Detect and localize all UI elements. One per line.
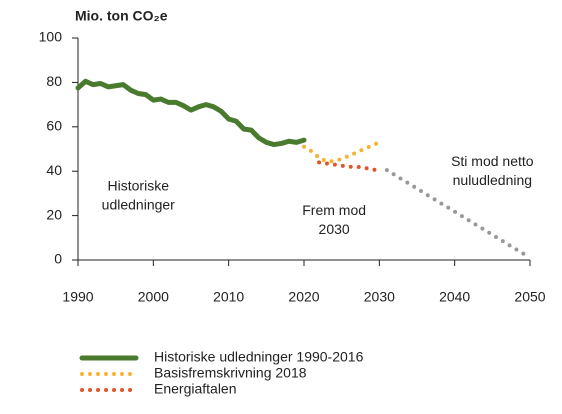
annotation: 2030 <box>319 221 350 237</box>
annotation: nuludledning <box>453 172 532 188</box>
x-tick-label: 2050 <box>514 289 545 305</box>
x-tick-label: 2030 <box>364 289 395 305</box>
x-tick-label: 2010 <box>213 289 244 305</box>
series-line <box>302 140 382 164</box>
annotation: Sti mod netto <box>451 153 534 169</box>
y-tick-label: 0 <box>54 251 62 267</box>
annotation: Historiske <box>108 177 170 193</box>
legend-label: Historiske udledninger 1990-2016 <box>154 349 364 365</box>
legend-label: Energiaftalen <box>154 381 237 397</box>
y-tick-label: 80 <box>46 73 62 89</box>
y-tick-label: 20 <box>46 206 62 222</box>
y-tick-label: 40 <box>46 162 62 178</box>
y-axis-label: Mio. ton CO₂e <box>75 8 168 24</box>
annotation: Frem mod <box>302 202 366 218</box>
y-tick-label: 100 <box>39 29 63 45</box>
x-tick-label: 2040 <box>439 289 470 305</box>
y-tick-label: 60 <box>46 118 62 134</box>
series-line <box>317 160 382 174</box>
x-tick-label: 2020 <box>288 289 319 305</box>
x-tick-label: 2000 <box>138 289 169 305</box>
x-tick-label: 1990 <box>62 289 93 305</box>
series-line <box>75 78 307 148</box>
legend-label: Basisfremskrivning 2018 <box>154 365 307 381</box>
annotation: udledninger <box>102 196 176 212</box>
